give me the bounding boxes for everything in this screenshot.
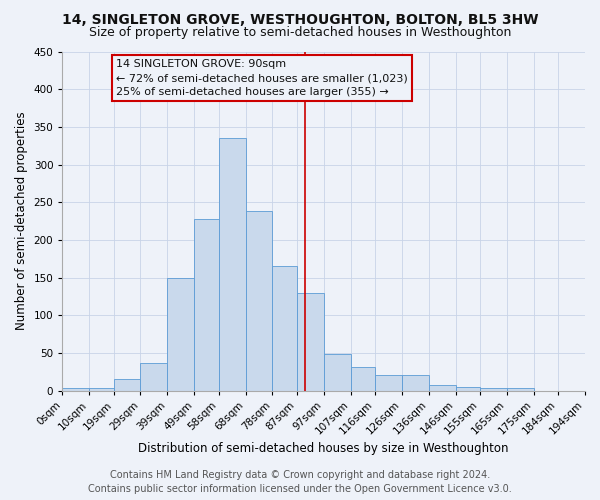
Bar — [218, 138, 245, 390]
X-axis label: Distribution of semi-detached houses by size in Westhoughton: Distribution of semi-detached houses by … — [139, 442, 509, 455]
Bar — [429, 386, 455, 390]
Bar — [140, 362, 167, 390]
Text: 14, SINGLETON GROVE, WESTHOUGHTON, BOLTON, BL5 3HW: 14, SINGLETON GROVE, WESTHOUGHTON, BOLTO… — [62, 12, 538, 26]
Bar — [113, 380, 140, 390]
Bar — [245, 211, 272, 390]
Bar — [272, 266, 297, 390]
Text: Size of property relative to semi-detached houses in Westhoughton: Size of property relative to semi-detach… — [89, 26, 511, 39]
Bar — [62, 388, 89, 390]
Bar — [350, 367, 375, 390]
Bar — [507, 388, 534, 390]
Text: Contains HM Land Registry data © Crown copyright and database right 2024.
Contai: Contains HM Land Registry data © Crown c… — [88, 470, 512, 494]
Bar — [402, 376, 429, 390]
Bar — [194, 219, 218, 390]
Bar — [323, 354, 350, 390]
Bar — [455, 387, 480, 390]
Bar — [480, 388, 507, 390]
Bar — [89, 388, 113, 390]
Text: 14 SINGLETON GROVE: 90sqm
← 72% of semi-detached houses are smaller (1,023)
25% : 14 SINGLETON GROVE: 90sqm ← 72% of semi-… — [116, 59, 408, 97]
Bar — [297, 292, 323, 390]
Bar — [167, 278, 194, 390]
Bar — [375, 374, 402, 390]
Y-axis label: Number of semi-detached properties: Number of semi-detached properties — [15, 112, 28, 330]
